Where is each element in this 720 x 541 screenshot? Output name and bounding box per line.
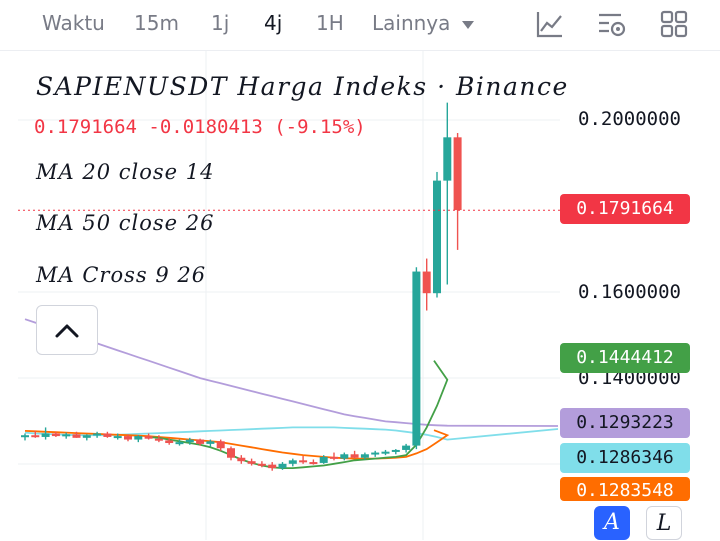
- indicators-icon[interactable]: [596, 8, 628, 40]
- candle: [124, 434, 132, 442]
- more-timeframes-dropdown[interactable]: Lainnya: [372, 11, 475, 35]
- candlesticks: [21, 102, 462, 471]
- candle: [433, 171, 441, 298]
- candle: [185, 437, 194, 445]
- candle: [62, 432, 71, 439]
- log-scale-button[interactable]: L: [646, 506, 682, 540]
- auto-scale-button[interactable]: A: [594, 506, 630, 540]
- candle: [453, 132, 462, 250]
- candle: [443, 102, 452, 285]
- candle: [350, 450, 359, 459]
- candle: [216, 439, 225, 451]
- candle: [134, 435, 143, 443]
- chart-grid: [18, 51, 560, 540]
- ma-purple-badge: 0.1293223: [560, 408, 690, 438]
- timeframe-1j[interactable]: 1j: [211, 11, 230, 35]
- candle: [381, 449, 390, 456]
- candle: [93, 431, 102, 438]
- candle: [154, 435, 163, 443]
- price-chart[interactable]: [0, 51, 720, 540]
- price-label-0160: 0.1600000: [578, 281, 681, 303]
- collapse-legend-button[interactable]: [36, 305, 98, 355]
- candle: [309, 459, 318, 465]
- candle: [237, 455, 246, 464]
- timeframe-1h[interactable]: 1H: [316, 11, 344, 35]
- timeframe-15m[interactable]: 15m: [134, 11, 179, 35]
- price-change: 0.1791664 -0.0180413 (-9.15%): [34, 116, 366, 138]
- candle: [257, 461, 266, 468]
- candle: [103, 431, 112, 438]
- candle: [206, 439, 215, 447]
- candle: [371, 450, 380, 457]
- candle: [268, 462, 277, 471]
- timeframe-4j[interactable]: 4j: [264, 11, 283, 35]
- last-price-badge: 0.1791664: [560, 194, 690, 224]
- candle: [113, 433, 122, 440]
- candle: [319, 455, 328, 464]
- candle: [227, 446, 235, 461]
- candle: [299, 456, 308, 464]
- ma-purple-line: [24, 318, 559, 427]
- candle: [82, 434, 91, 441]
- candle: [51, 431, 60, 437]
- candle: [391, 449, 400, 455]
- price-label-0200: 0.2000000: [578, 108, 681, 130]
- symbol-title[interactable]: SAPIENUSDT Harga Indeks · Binance: [36, 72, 569, 101]
- candle: [165, 437, 174, 445]
- candle: [330, 452, 338, 461]
- candle: [422, 258, 431, 311]
- candle: [31, 430, 40, 438]
- candle: [144, 433, 153, 440]
- candle: [402, 443, 411, 453]
- ma-orange-line: [24, 429, 450, 460]
- candle: [278, 462, 287, 470]
- indicator-ma20[interactable]: MA 20 close 14: [36, 160, 215, 184]
- timeframe-waktu[interactable]: Waktu: [42, 11, 105, 35]
- timeframe-toolbar: Waktu 15m 1j 4j 1H Lainnya: [0, 0, 720, 51]
- candle: [175, 439, 184, 446]
- candle: [41, 427, 50, 440]
- layout-grid-icon[interactable]: [658, 8, 690, 40]
- ma-green-badge: 0.1444412: [560, 343, 690, 373]
- moving-average-lines: [24, 318, 559, 469]
- candle: [360, 452, 369, 460]
- candle: [72, 431, 81, 438]
- chevron-up-icon: [55, 324, 79, 338]
- candle: [288, 458, 297, 467]
- more-label: Lainnya: [372, 11, 451, 35]
- candle: [340, 452, 349, 461]
- indicator-ma50[interactable]: MA 50 close 26: [36, 211, 215, 235]
- indicator-ma-cross[interactable]: MA Cross 9 26: [36, 263, 207, 287]
- ma-orange-badge: 0.1283548: [560, 477, 690, 501]
- candle: [412, 267, 421, 450]
- candle: [196, 438, 205, 446]
- candle: [247, 458, 256, 466]
- caret-down-icon: [461, 20, 474, 29]
- ma-cyan-badge: 0.1286346: [560, 443, 690, 473]
- chart-type-icon[interactable]: [534, 8, 566, 40]
- candle: [21, 433, 29, 441]
